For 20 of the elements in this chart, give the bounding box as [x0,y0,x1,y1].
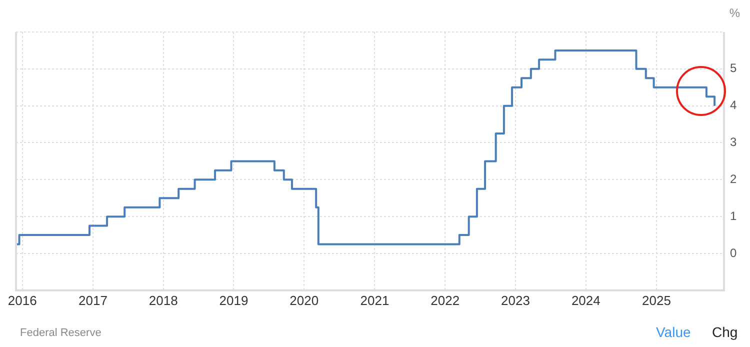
y-tick-label: 0 [730,246,737,260]
x-tick-label: 2022 [430,292,460,308]
text: Federal Reserve [20,327,102,339]
y-tick-label: 5 [730,61,737,76]
x-tick-label: 2017 [78,292,108,308]
y-axis-title: % [729,6,740,20]
y-tick-label: 4 [730,98,737,112]
y-tick-label: 1 [730,208,737,223]
y-tick-label: 2 [730,172,737,186]
x-tick-label: 2021 [360,292,390,308]
x-tick-label: 2025 [642,292,671,308]
text: Value [656,324,691,340]
y-tick-label: 3 [730,135,737,150]
x-tick-label: 2018 [148,292,178,308]
x-tick-label: 2023 [501,292,530,308]
x-tick-label: 2020 [290,292,319,308]
x-tick-label: 2016 [8,292,37,308]
text: Chg [712,324,738,340]
x-tick-label: 2019 [219,292,248,308]
x-tick-label: 2024 [571,292,600,308]
